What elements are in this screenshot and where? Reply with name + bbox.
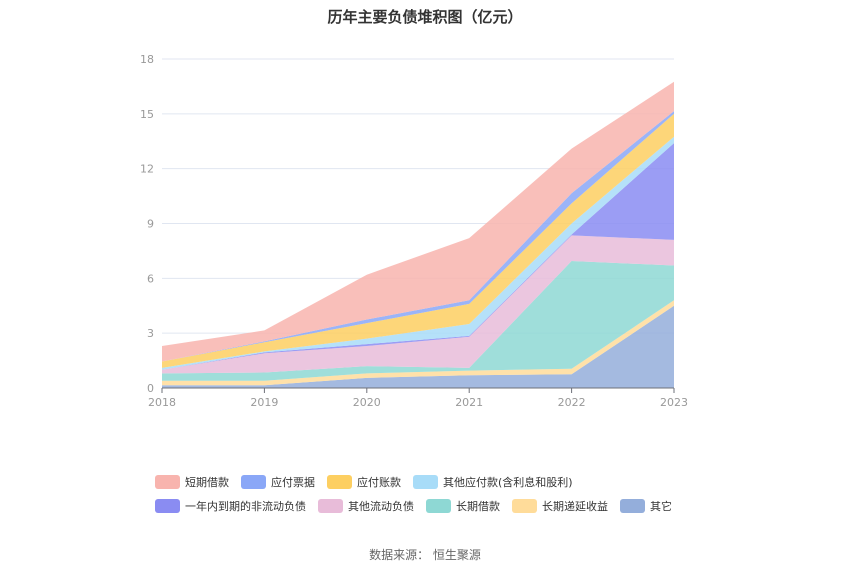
y-tick-label: 18 (140, 53, 154, 66)
legend-label: 其他流动负债 (348, 500, 414, 513)
legend-item[interactable]: 应付账款 (327, 474, 401, 490)
legend-swatch (620, 499, 645, 513)
area-series (162, 235, 674, 374)
x-tick-label: 2022 (558, 396, 586, 409)
legend-label: 一年内到期的非流动负债 (185, 500, 306, 513)
y-tick-label: 9 (147, 218, 154, 231)
legend-item[interactable]: 其他流动负债 (318, 498, 414, 514)
legend-label: 其他应付款(含利息和股利) (443, 476, 573, 489)
legend-label: 长期递延收益 (542, 500, 608, 513)
y-tick-label: 15 (140, 108, 154, 121)
legend: 短期借款 应付票据 应付账款 其他应付款(含利息和股利) 一年内到期的非流动负债 其他流… (155, 470, 755, 518)
x-tick-label: 2018 (148, 396, 176, 409)
x-tick-label: 2023 (660, 396, 688, 409)
legend-item[interactable]: 长期递延收益 (512, 498, 608, 514)
legend-swatch (327, 475, 352, 489)
chart-title: 历年主要负债堆积图（亿元） (327, 8, 523, 26)
area-series (162, 261, 674, 381)
legend-item[interactable]: 其他应付款(含利息和股利) (413, 474, 573, 490)
legend-swatch (413, 475, 438, 489)
legend-row: 一年内到期的非流动负债 其他流动负债 长期借款 长期递延收益 其它 (155, 494, 755, 518)
legend-label: 短期借款 (185, 476, 229, 489)
legend-label: 长期借款 (456, 500, 500, 513)
y-tick-label: 12 (140, 163, 154, 176)
legend-row: 短期借款 应付票据 应付账款 其他应付款(含利息和股利) (155, 470, 755, 494)
legend-swatch (155, 499, 180, 513)
y-tick-label: 6 (147, 272, 154, 285)
area-series (162, 113, 674, 368)
legend-swatch (318, 499, 343, 513)
legend-swatch (241, 475, 266, 489)
area-series (162, 81, 674, 362)
data-source-note: 数据来源： 恒生聚源 (369, 548, 481, 562)
legend-swatch (426, 499, 451, 513)
stacked-area-chart: 0 3 6 9 12 15 18 2018 2019 2020 2021 2022 2023 (140, 53, 688, 409)
area-series (162, 111, 674, 362)
x-tick-label: 2021 (455, 396, 483, 409)
legend-item[interactable]: 短期借款 (155, 474, 229, 490)
axes: 0 3 6 9 12 15 18 2018 2019 2020 2021 2022 2023 (140, 53, 688, 409)
area-series-layer (162, 81, 674, 388)
legend-item[interactable]: 其它 (620, 498, 672, 514)
area-series (162, 305, 674, 388)
x-tick-label: 2020 (353, 396, 381, 409)
legend-swatch (512, 499, 537, 513)
legend-label: 应付账款 (357, 476, 401, 489)
y-tick-label: 3 (147, 327, 154, 340)
legend-item[interactable]: 长期借款 (426, 498, 500, 514)
legend-item[interactable]: 应付票据 (241, 474, 315, 490)
legend-item[interactable]: 一年内到期的非流动负债 (155, 498, 306, 514)
legend-label: 应付票据 (271, 476, 315, 489)
legend-label: 其它 (650, 500, 672, 513)
y-tick-label: 0 (147, 382, 154, 395)
x-tick-label: 2019 (250, 396, 278, 409)
legend-swatch (155, 475, 180, 489)
